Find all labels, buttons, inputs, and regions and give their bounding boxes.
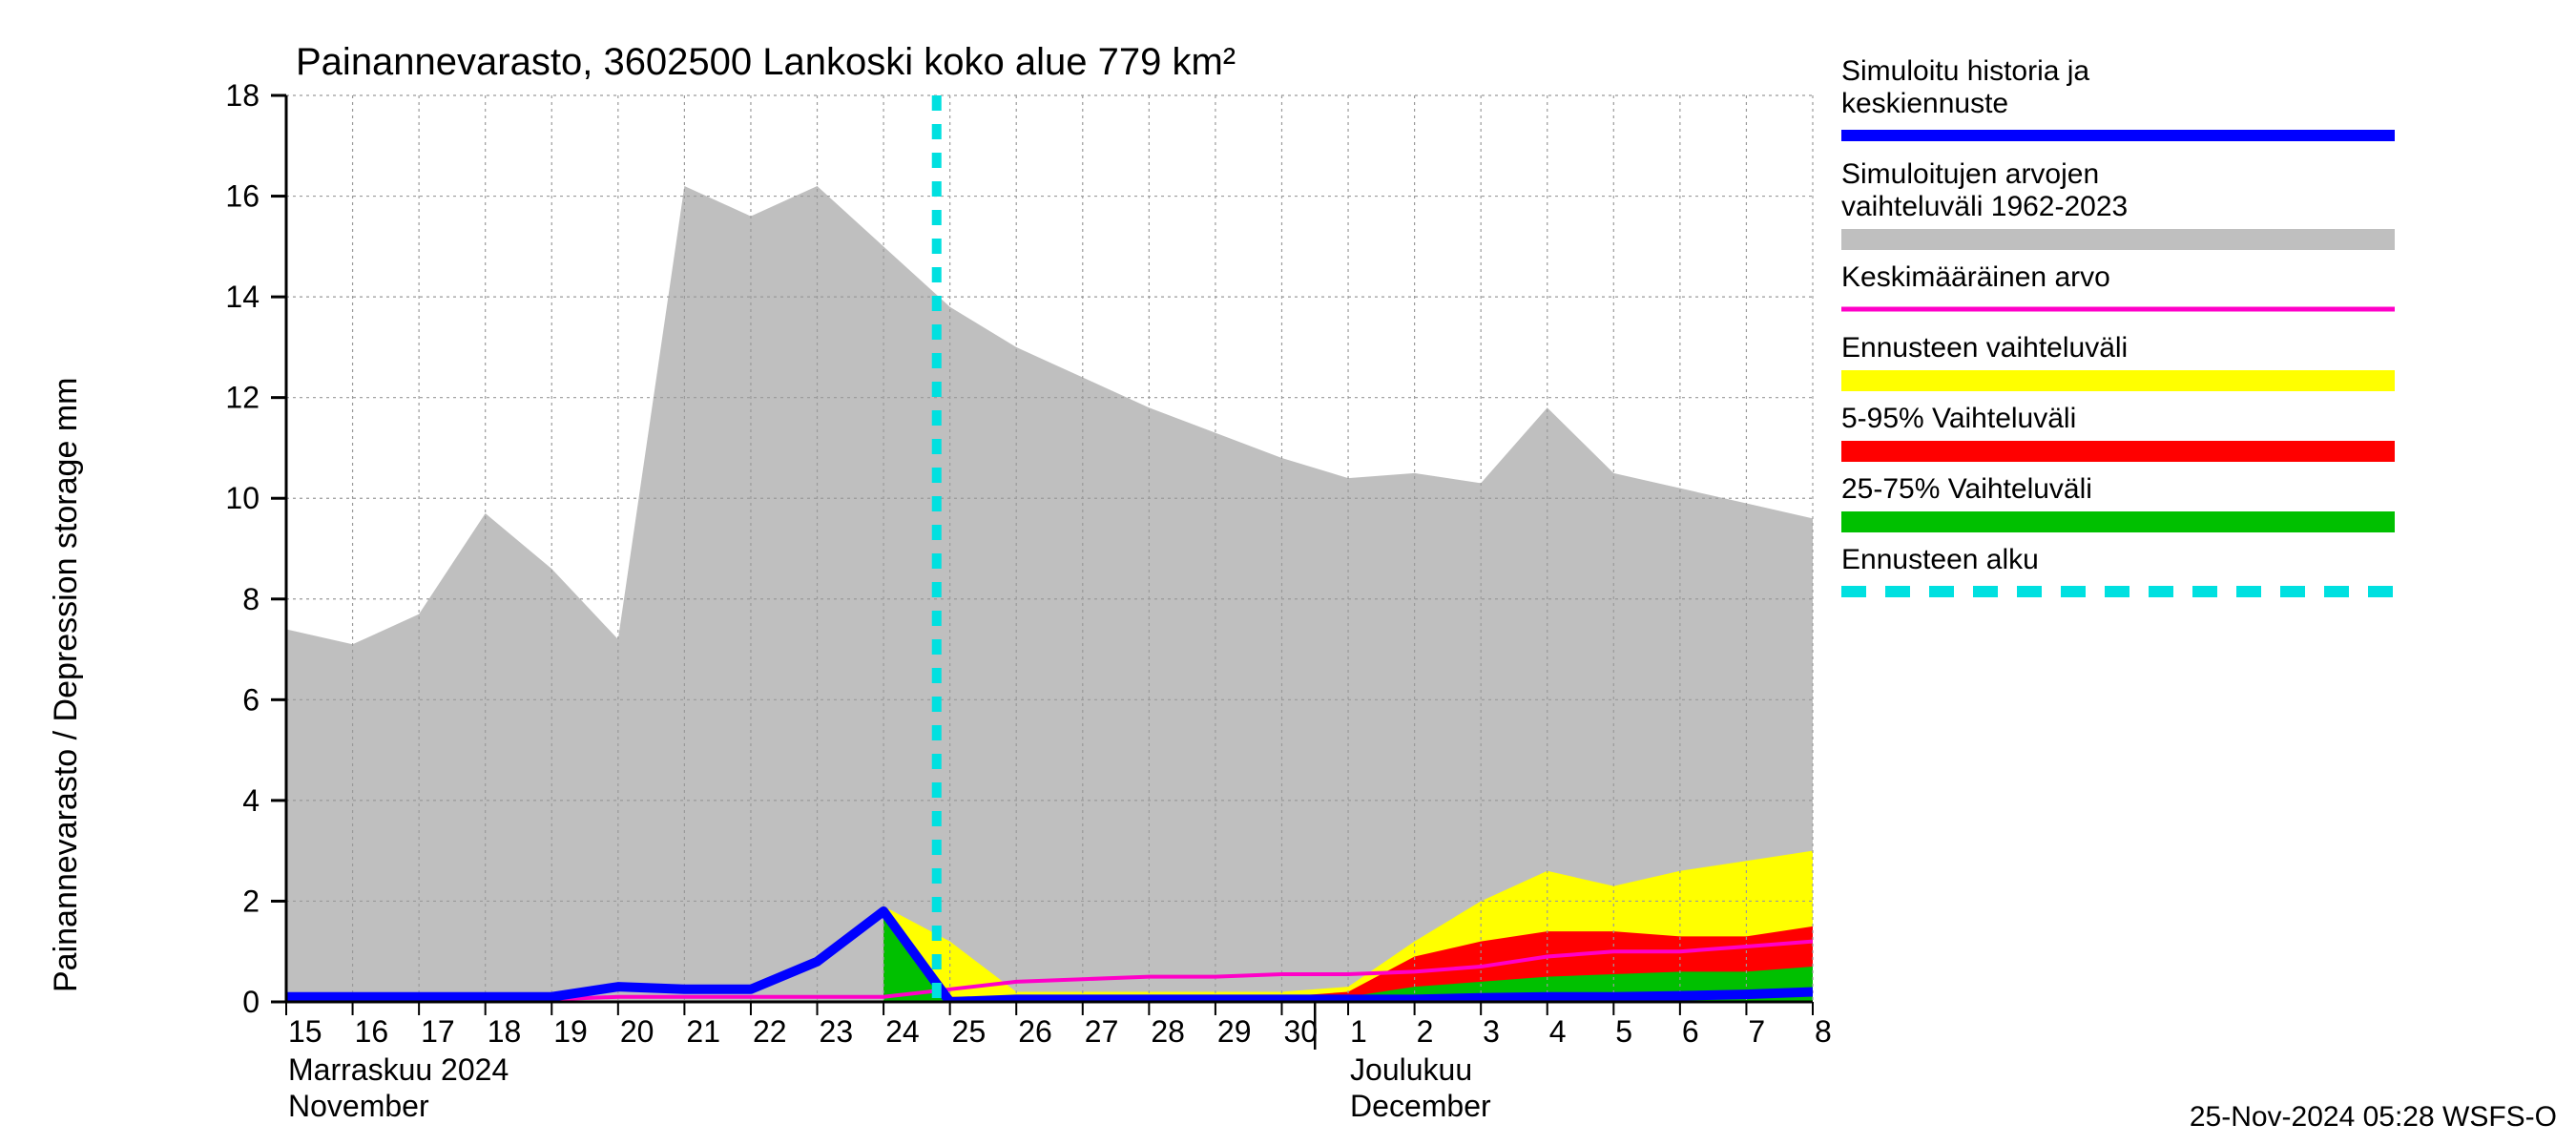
x-tick-label: 22 bbox=[753, 1014, 787, 1049]
month-label: Marraskuu 2024 bbox=[288, 1052, 509, 1087]
legend-swatch bbox=[1841, 441, 2395, 462]
legend-label: vaihteluväli 1962-2023 bbox=[1841, 191, 2128, 222]
chart-title: Painannevarasto, 3602500 Lankoski koko a… bbox=[296, 41, 1236, 83]
legend-label: keskiennuste bbox=[1841, 88, 2008, 119]
forecast-chart: 0246810121416181516171819202122232425262… bbox=[0, 0, 2576, 1145]
x-tick-label: 29 bbox=[1217, 1014, 1252, 1049]
y-tick-label: 10 bbox=[225, 481, 260, 515]
legend-label: 5-95% Vaihteluväli bbox=[1841, 403, 2076, 434]
y-tick-label: 12 bbox=[225, 381, 260, 415]
x-tick-label: 15 bbox=[288, 1014, 322, 1049]
x-tick-label: 21 bbox=[686, 1014, 720, 1049]
x-tick-label: 1 bbox=[1350, 1014, 1367, 1049]
y-axis-label: Painannevarasto / Depression storage mm bbox=[48, 378, 84, 992]
x-tick-label: 20 bbox=[620, 1014, 654, 1049]
legend-swatch bbox=[1841, 370, 2395, 391]
y-tick-label: 18 bbox=[225, 78, 260, 113]
legend-label: Simuloitu historia ja bbox=[1841, 55, 2089, 87]
month-label: December bbox=[1350, 1089, 1491, 1123]
x-tick-label: 18 bbox=[488, 1014, 522, 1049]
legend-swatch bbox=[1841, 511, 2395, 532]
y-tick-label: 14 bbox=[225, 280, 260, 314]
x-tick-label: 19 bbox=[553, 1014, 588, 1049]
month-label: Joulukuu bbox=[1350, 1052, 1472, 1087]
legend-label: Keskimääräinen arvo bbox=[1841, 261, 2110, 293]
y-tick-label: 2 bbox=[242, 884, 260, 918]
legend-swatch bbox=[1841, 229, 2395, 250]
x-tick-label: 28 bbox=[1151, 1014, 1185, 1049]
x-tick-label: 26 bbox=[1018, 1014, 1052, 1049]
chart-footer: 25-Nov-2024 05:28 WSFS-O bbox=[2190, 1101, 2557, 1133]
x-tick-label: 17 bbox=[421, 1014, 455, 1049]
x-tick-label: 7 bbox=[1748, 1014, 1765, 1049]
x-tick-label: 24 bbox=[885, 1014, 920, 1049]
x-tick-label: 27 bbox=[1085, 1014, 1119, 1049]
y-tick-label: 4 bbox=[242, 783, 260, 818]
y-tick-label: 8 bbox=[242, 582, 260, 616]
x-tick-label: 25 bbox=[952, 1014, 987, 1049]
month-label: November bbox=[288, 1089, 429, 1123]
legend-label: Simuloitujen arvojen bbox=[1841, 158, 2099, 190]
y-tick-label: 6 bbox=[242, 682, 260, 717]
x-tick-label: 4 bbox=[1549, 1014, 1567, 1049]
x-tick-label: 2 bbox=[1417, 1014, 1434, 1049]
legend-label: Ennusteen vaihteluväli bbox=[1841, 332, 2128, 364]
x-tick-label: 16 bbox=[355, 1014, 389, 1049]
x-tick-label: 5 bbox=[1615, 1014, 1632, 1049]
legend: Simuloitu historia jakeskiennuste Simuloi… bbox=[1841, 55, 2395, 592]
x-tick-label: 23 bbox=[820, 1014, 854, 1049]
x-tick-label: 30 bbox=[1283, 1014, 1318, 1049]
x-tick-label: 3 bbox=[1483, 1014, 1500, 1049]
x-tick-label: 6 bbox=[1682, 1014, 1699, 1049]
legend-label: Ennusteen alku bbox=[1841, 544, 2039, 575]
y-tick-label: 16 bbox=[225, 179, 260, 214]
legend-label: 25-75% Vaihteluväli bbox=[1841, 473, 2092, 505]
chart-container: 0246810121416181516171819202122232425262… bbox=[0, 0, 2576, 1145]
x-tick-label: 8 bbox=[1815, 1014, 1832, 1049]
y-tick-label: 0 bbox=[242, 985, 260, 1019]
